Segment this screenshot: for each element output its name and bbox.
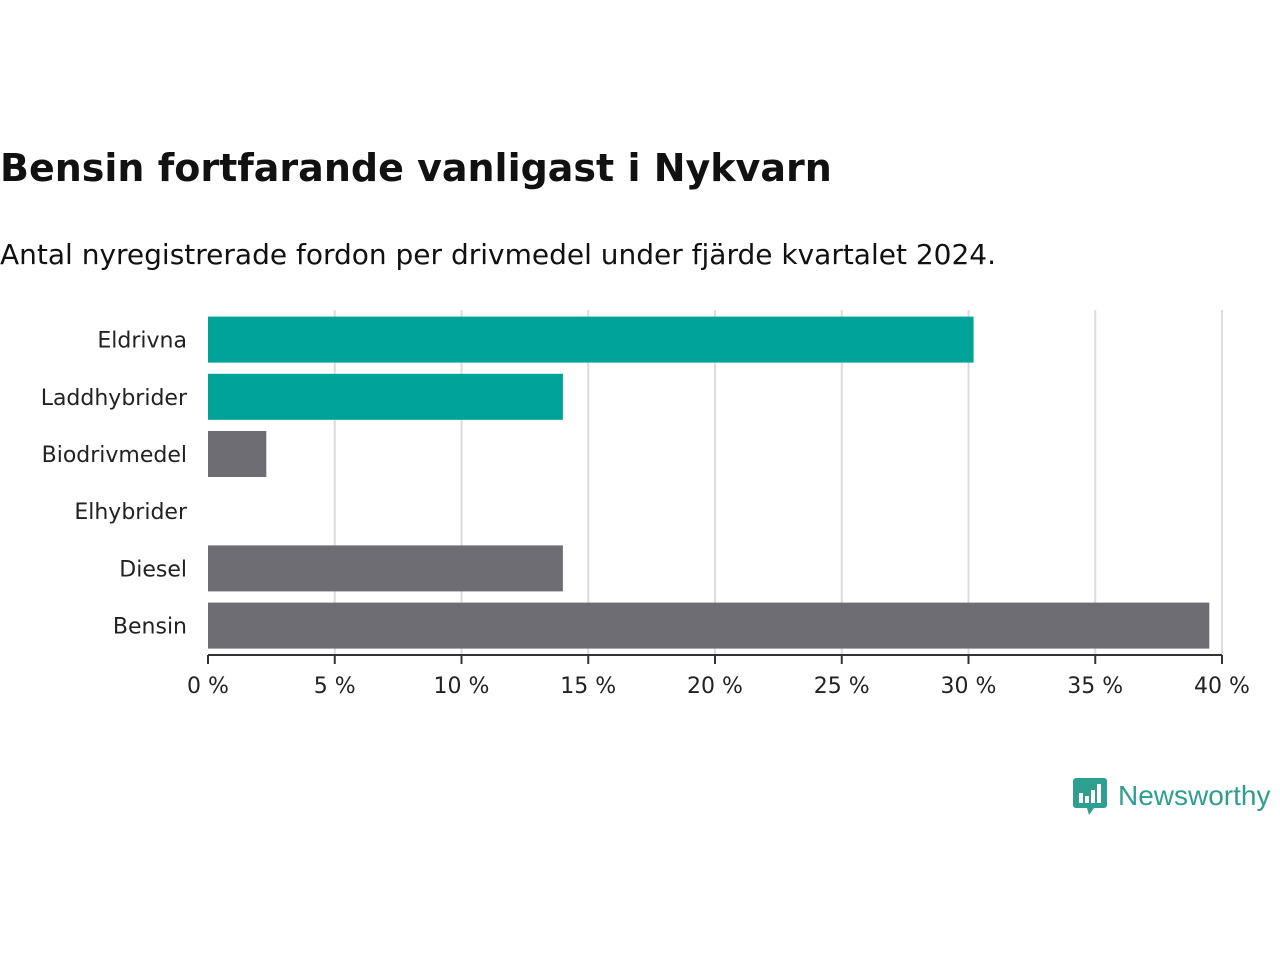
newsworthy-logo: Newsworthy [1072, 776, 1270, 816]
chart-title: Bensin fortfarande vanligast i Nykvarn [0, 146, 832, 190]
x-tick-label: 10 % [434, 674, 490, 699]
category-label: Bensin [113, 615, 187, 640]
x-tick-label: 35 % [1067, 674, 1123, 699]
x-tick-label: 5 % [314, 674, 356, 699]
bar [208, 545, 563, 592]
category-label: Biodrivmedel [42, 443, 187, 468]
bar [208, 316, 974, 363]
x-tick-label: 20 % [687, 674, 743, 699]
bar [208, 602, 1210, 649]
x-tick-label: 15 % [560, 674, 616, 699]
category-label: Diesel [119, 557, 187, 582]
x-tick-label: 25 % [814, 674, 870, 699]
category-label: Eldrivna [97, 329, 187, 354]
x-tick-label: 40 % [1194, 674, 1250, 699]
chart-subtitle: Antal nyregistrerade fordon per drivmede… [0, 238, 997, 271]
newsworthy-logo-text: Newsworthy [1118, 780, 1271, 811]
newsworthy-logo-icon [1073, 778, 1107, 815]
category-label: Laddhybrider [41, 386, 188, 411]
x-tick-label: 0 % [187, 674, 229, 699]
bar [208, 373, 563, 420]
x-tick-label: 30 % [941, 674, 997, 699]
bar [208, 431, 267, 477]
category-label: Elhybrider [74, 500, 188, 525]
